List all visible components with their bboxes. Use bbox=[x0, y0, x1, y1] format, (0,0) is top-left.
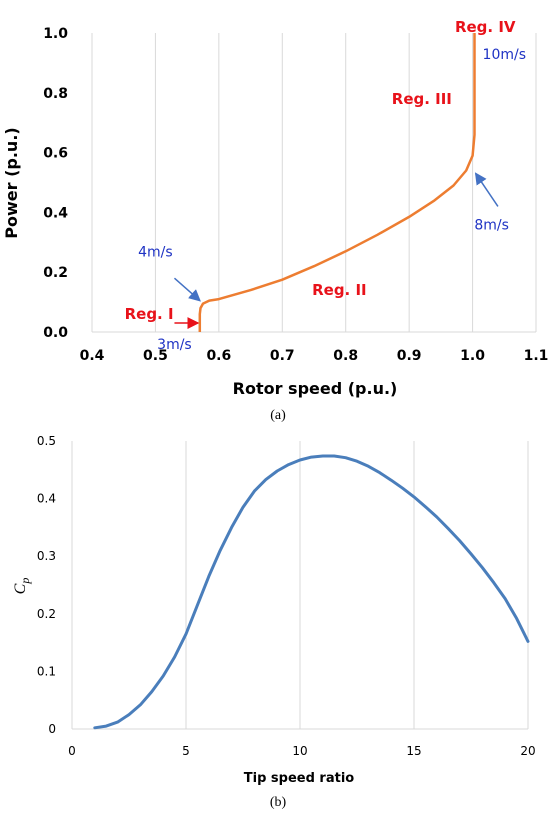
chart-b-x-tick-label: 20 bbox=[520, 744, 535, 758]
chart-a-x-tick-label: 0.6 bbox=[206, 348, 231, 364]
chart-a-y-tick-label: 0.6 bbox=[43, 146, 68, 162]
chart-a-y-tick-label: 0.4 bbox=[43, 205, 68, 221]
chart-b-x-tick-label: 0 bbox=[68, 744, 76, 758]
chart-b-x-tick-label: 10 bbox=[292, 744, 307, 758]
chart-a-y-tick-label: 0.0 bbox=[43, 325, 68, 341]
chart-b-y-tick-labels: 0 0.1 0.2 0.3 0.4 0.5 bbox=[37, 434, 56, 736]
chart-a-y-tick-label: 0.2 bbox=[43, 265, 68, 281]
chart-a-caption: (a) bbox=[270, 408, 286, 423]
chart-a-x-axis-title: Rotor speed (p.u.) bbox=[233, 379, 398, 398]
chart-a-wind-speed-label: 8m/s bbox=[474, 217, 509, 233]
chart-a-series bbox=[198, 33, 476, 332]
chart-a-region-label: Reg. I bbox=[125, 305, 174, 323]
chart-b: 0 5 10 15 20 0 0.1 0.2 0.3 0.4 0.5 Tip speed rati… bbox=[12, 434, 536, 810]
chart-a-y-tick-label: 1.0 bbox=[43, 26, 68, 42]
chart-b-y-tick-label: 0.2 bbox=[37, 607, 56, 621]
chart-a-x-tick-label: 1.0 bbox=[460, 348, 485, 364]
chart-a-x-tick-labels: 0.4 0.5 0.6 0.7 0.8 0.9 1.0 1.1 bbox=[80, 348, 549, 364]
chart-a: 0.4 0.5 0.6 0.7 0.8 0.9 1.0 1.1 0.0 0.2 0.4 0.6 0.8… bbox=[2, 18, 548, 423]
chart-b-y-tick-label: 0.5 bbox=[37, 434, 56, 448]
chart-a-x-tick-label: 0.7 bbox=[270, 348, 295, 364]
chart-a-annotations: Reg. I Reg. II Reg. III Reg. IV 3m/s 4m/s 8m/s… bbox=[125, 18, 526, 353]
chart-a-x-tick-label: 0.4 bbox=[80, 348, 105, 364]
chart-b-gridlines bbox=[71, 441, 529, 730]
svg-text:Cp: Cp bbox=[12, 578, 32, 595]
chart-b-y-tick-label: 0.3 bbox=[37, 549, 56, 563]
chart-a-y-tick-label: 0.8 bbox=[43, 86, 68, 102]
chart-b-x-tick-labels: 0 5 10 15 20 bbox=[68, 744, 535, 758]
chart-a-region-label: Reg. IV bbox=[455, 18, 516, 36]
chart-a-y-tick-labels: 0.0 0.2 0.4 0.6 0.8 1.0 bbox=[43, 26, 68, 341]
chart-b-y-tick-label: 0 bbox=[48, 722, 56, 736]
chart-a-power-curve bbox=[198, 33, 476, 332]
chart-a-x-tick-label: 1.1 bbox=[524, 348, 549, 364]
chart-b-cp-curve bbox=[93, 454, 530, 730]
chart-a-arrow bbox=[173, 277, 201, 302]
chart-b-x-tick-label: 15 bbox=[406, 744, 421, 758]
chart-a-wind-speed-label: 10m/s bbox=[483, 47, 526, 63]
chart-a-wind-speed-label: 3m/s bbox=[157, 337, 192, 353]
chart-a-y-axis-title: Power (p.u.) bbox=[2, 127, 21, 238]
chart-a-region-label: Reg. III bbox=[392, 90, 452, 108]
chart-a-arrow bbox=[474, 172, 499, 207]
chart-b-y-axis-title: Cp bbox=[12, 578, 32, 595]
chart-a-gridlines bbox=[91, 33, 537, 333]
chart-a-wind-speed-label: 4m/s bbox=[138, 244, 173, 260]
chart-a-x-tick-label: 0.5 bbox=[143, 348, 168, 364]
chart-b-x-tick-label: 5 bbox=[182, 744, 190, 758]
chart-b-y-tick-label: 0.4 bbox=[37, 492, 56, 506]
chart-a-x-tick-label: 0.9 bbox=[397, 348, 422, 364]
chart-a-x-tick-label: 0.8 bbox=[333, 348, 358, 364]
chart-b-caption: (b) bbox=[270, 795, 287, 810]
chart-b-series bbox=[93, 454, 530, 730]
chart-b-y-tick-label: 0.1 bbox=[37, 664, 56, 678]
chart-a-region-label: Reg. II bbox=[312, 281, 367, 299]
chart-b-x-axis-title: Tip speed ratio bbox=[244, 771, 355, 786]
